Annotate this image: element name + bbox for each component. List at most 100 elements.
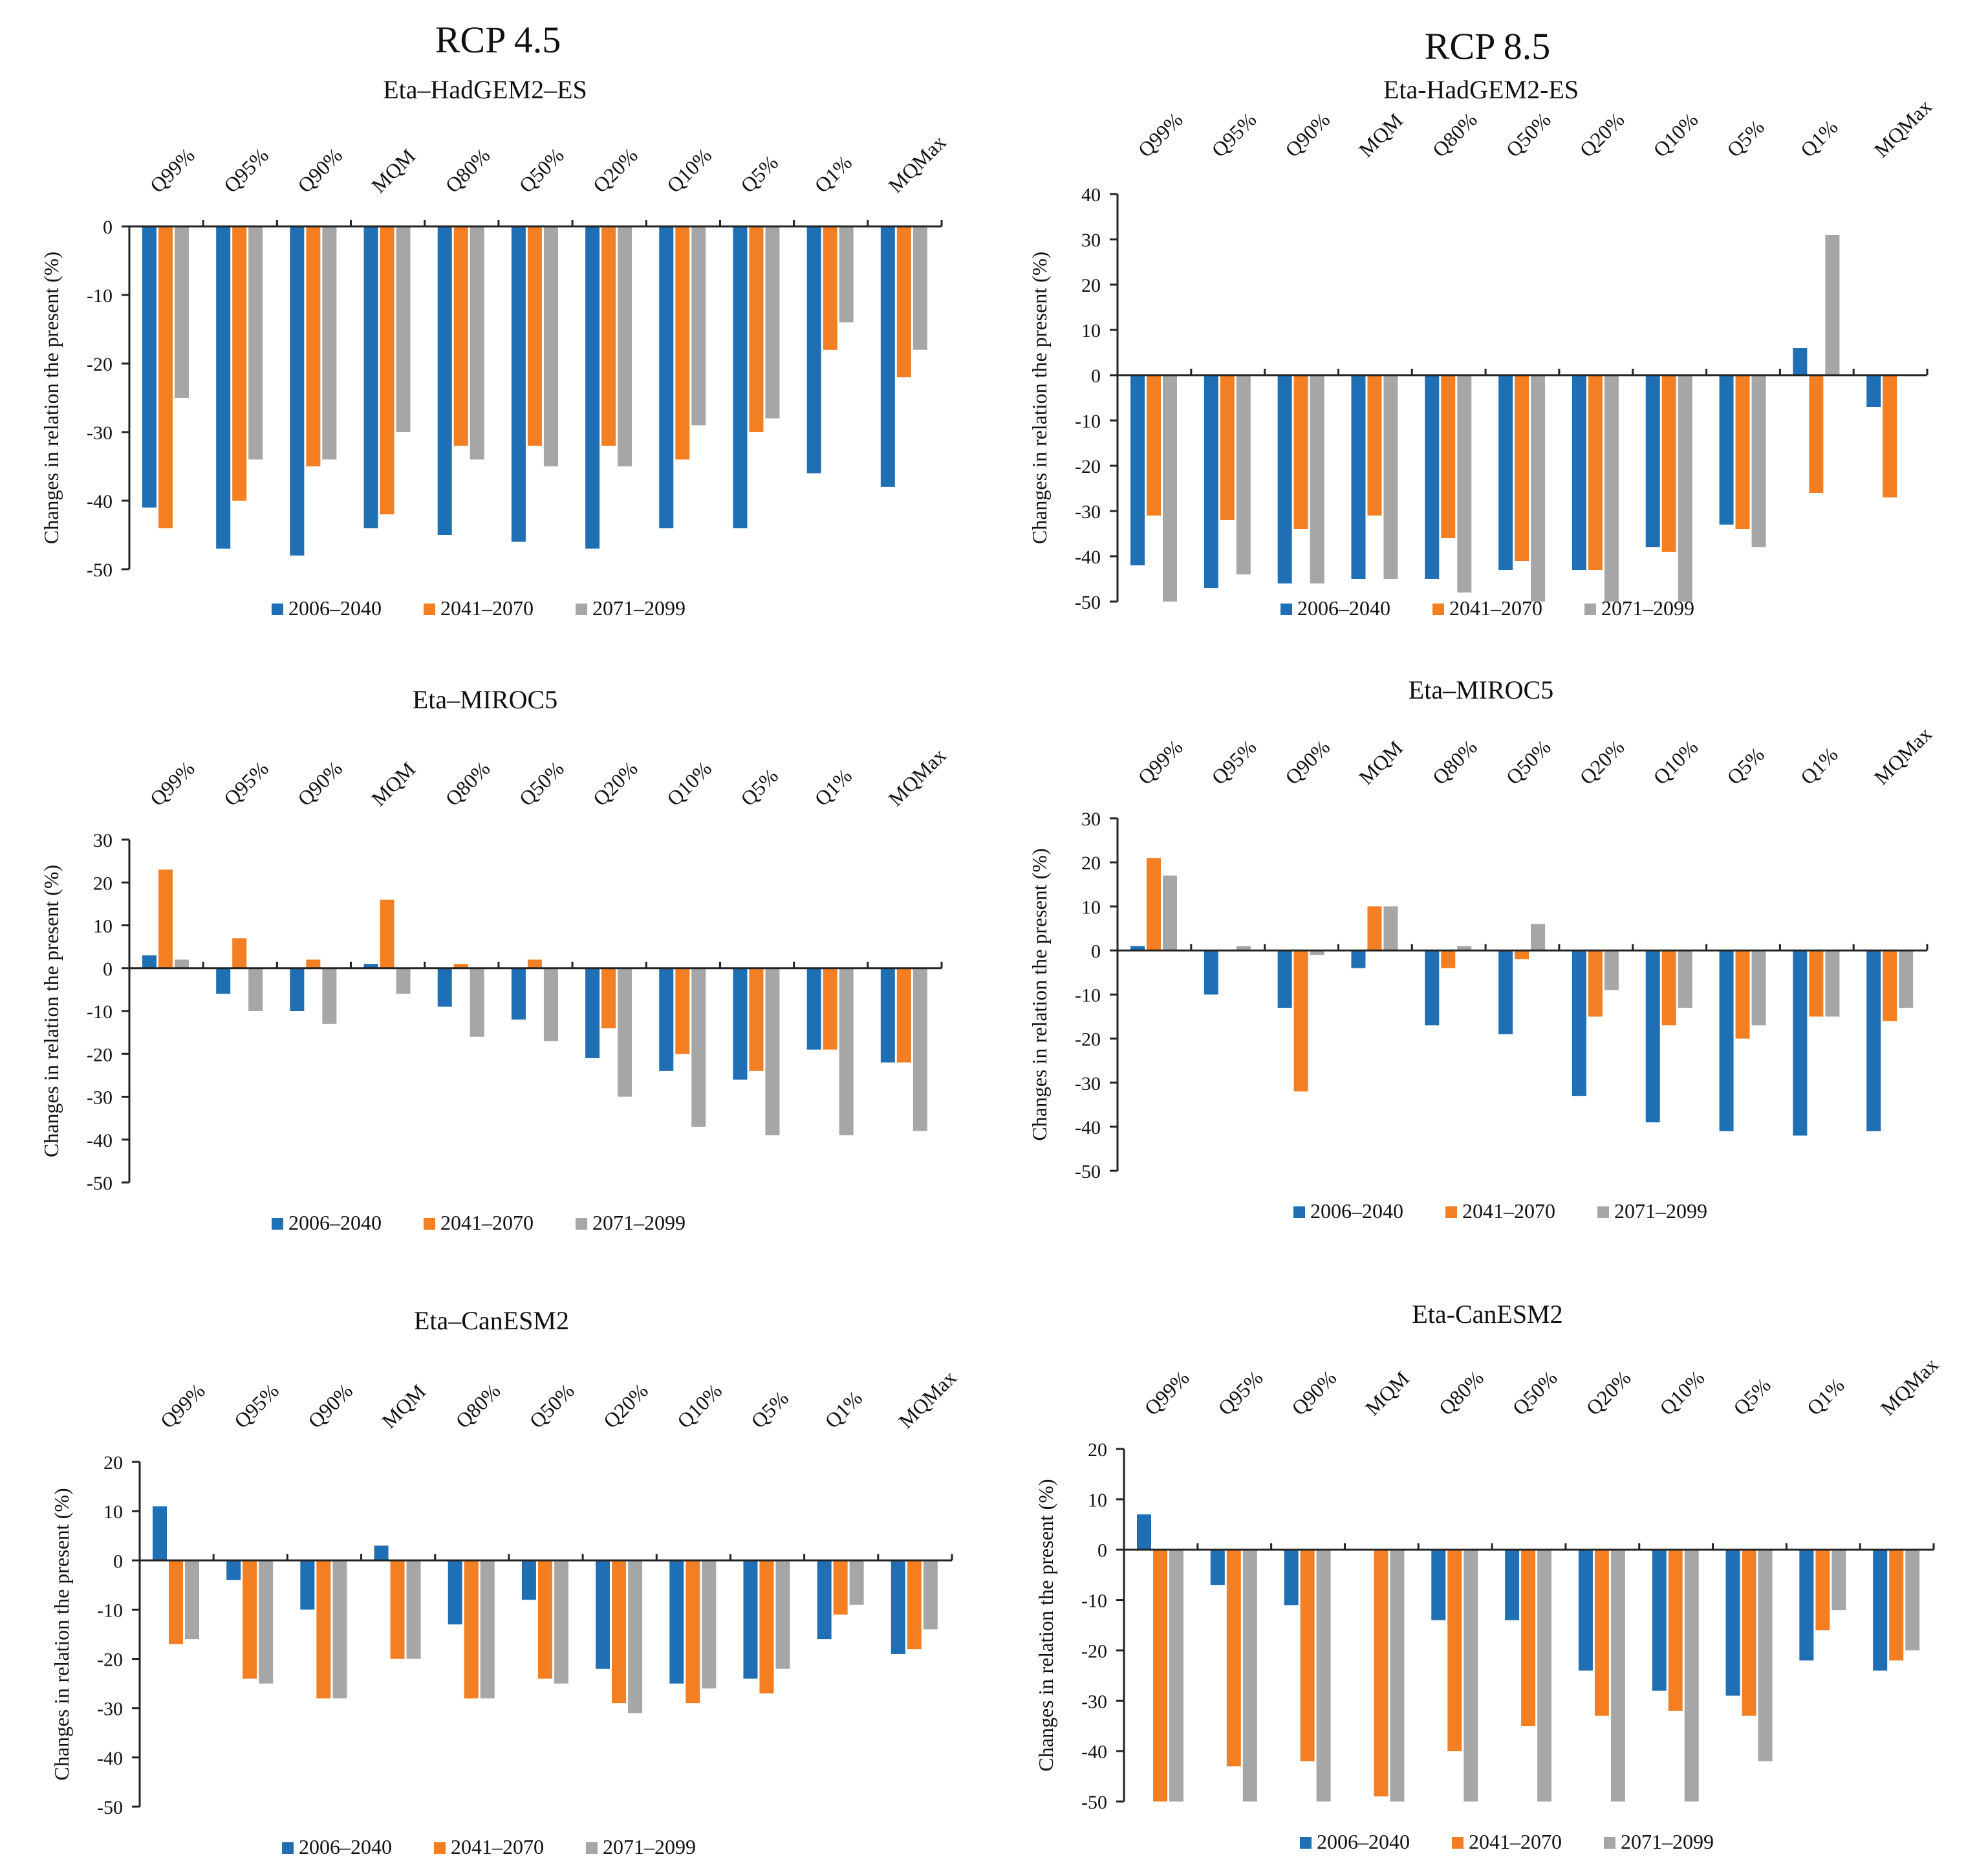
bar-mqm-series-3 bbox=[1383, 906, 1398, 951]
bar-q5pct-series-3 bbox=[1751, 375, 1766, 547]
bar-mqm-series-2 bbox=[1367, 906, 1382, 951]
y-tick-label: -10 bbox=[97, 1600, 123, 1621]
bar-q10pct-series-2 bbox=[1668, 1549, 1683, 1711]
bar-q90pct-series-1 bbox=[1277, 950, 1292, 1008]
bar-q5pct-series-1 bbox=[1725, 1549, 1740, 1696]
y-tick-label: 0 bbox=[103, 959, 113, 980]
bar-q50pct-series-3 bbox=[1531, 924, 1546, 951]
y-tick-label: 10 bbox=[1088, 1490, 1107, 1511]
bar-q10pct-series-1 bbox=[1652, 1549, 1667, 1691]
bar-q99pct-series-1 bbox=[142, 955, 157, 968]
y-tick-label: 30 bbox=[93, 830, 113, 851]
bar-q90pct-series-3 bbox=[332, 1560, 347, 1699]
category-label: Q50% bbox=[1501, 108, 1555, 162]
legend-label-1: 2006–2040 bbox=[288, 1211, 382, 1234]
legend-label-2: 2041–2070 bbox=[440, 596, 534, 620]
chart-title: Eta–MIROC5 bbox=[413, 685, 557, 714]
legend-label-1: 2006–2040 bbox=[299, 1835, 392, 1858]
y-tick-label: 20 bbox=[1081, 853, 1101, 874]
legend-swatch-3 bbox=[576, 1218, 587, 1230]
legend-swatch-1 bbox=[1300, 1837, 1312, 1849]
y-tick-label: -10 bbox=[1075, 985, 1101, 1007]
bar-mqm-series-3 bbox=[1383, 375, 1398, 579]
legend-label-2: 2041–2070 bbox=[451, 1835, 544, 1858]
y-tick-label: 0 bbox=[113, 1551, 123, 1572]
bar-mqm-series-2 bbox=[390, 1560, 405, 1659]
bar-q50pct-series-3 bbox=[554, 1560, 568, 1684]
legend: 2006–2040 2041–2070 2071–2099 bbox=[1280, 596, 1694, 620]
legend-label-2: 2041–2070 bbox=[1449, 596, 1542, 620]
legend-swatch-3 bbox=[586, 1842, 598, 1854]
bar-q95pct-series-3 bbox=[1242, 1549, 1257, 1801]
category-label: Q99% bbox=[156, 1379, 210, 1433]
legend-label-3: 2071–2099 bbox=[603, 1835, 696, 1858]
category-label: Q95% bbox=[219, 144, 273, 197]
chart-rcp45-canesm2: Eta–CanESM2 20 10 0 -10 -20 -30 -40 -50 Changes i… bbox=[50, 1306, 961, 1858]
bar-mqmax-series-2 bbox=[1883, 950, 1897, 1021]
y-tick-label: 0 bbox=[1097, 1540, 1107, 1562]
y-tick-label: -50 bbox=[1075, 1161, 1101, 1182]
category-label: Q80% bbox=[1434, 1366, 1488, 1420]
legend-label-3: 2071–2099 bbox=[1601, 596, 1694, 620]
bar-q1pct-series-1 bbox=[806, 226, 821, 473]
bar-q50pct-series-2 bbox=[527, 959, 542, 968]
y-axis-title: Changes in relation the present (%) bbox=[1034, 1479, 1057, 1771]
bar-q90pct-series-2 bbox=[306, 226, 321, 466]
bar-q80pct-series-3 bbox=[1464, 1549, 1478, 1801]
legend-swatch-1 bbox=[272, 604, 283, 615]
legend-label-3: 2071–2099 bbox=[1614, 1199, 1707, 1223]
bar-q50pct-series-3 bbox=[543, 968, 558, 1041]
bar-q90pct-series-3 bbox=[1310, 950, 1324, 955]
bar-q1pct-series-3 bbox=[1825, 950, 1840, 1017]
category-label: MQM bbox=[1354, 736, 1407, 789]
bar-q10pct-series-1 bbox=[1645, 375, 1660, 547]
legend-label-1: 2006–2040 bbox=[1297, 596, 1390, 620]
y-tick-label: -10 bbox=[1081, 1591, 1107, 1612]
category-label: Q1% bbox=[810, 151, 856, 197]
y-axis-title: Changes in relation the present (%) bbox=[39, 252, 63, 544]
category-label: Q5% bbox=[1729, 1373, 1775, 1420]
bar-q20pct-series-1 bbox=[1572, 950, 1586, 1096]
bar-q90pct-series-3 bbox=[322, 968, 337, 1024]
bar-q80pct-series-1 bbox=[437, 226, 452, 535]
bar-q99pct-series-1 bbox=[1130, 946, 1145, 951]
bar-mqm-series-1 bbox=[1351, 950, 1366, 968]
bar-q99pct-series-3 bbox=[175, 226, 189, 398]
bar-q10pct-series-2 bbox=[1661, 375, 1676, 552]
legend-swatch-2 bbox=[424, 1218, 435, 1230]
bar-mqmax-series-3 bbox=[913, 968, 927, 1131]
bar-mqmax-series-2 bbox=[896, 968, 911, 1063]
bar-q1pct-series-3 bbox=[839, 226, 854, 323]
legend: 2006–2040 2041–2070 2071–2099 bbox=[272, 596, 686, 620]
chart-rcp85-canesm2: Eta-CanESM2 20 10 0 -10 -20 -30 -40 -50 Changes i… bbox=[1034, 1300, 1943, 1853]
bar-q10pct-series-2 bbox=[675, 226, 690, 460]
bar-mqm-series-3 bbox=[396, 226, 411, 432]
bar-q95pct-series-3 bbox=[1236, 375, 1251, 574]
category-label: MQM bbox=[367, 757, 420, 811]
bar-q10pct-series-1 bbox=[669, 1560, 684, 1684]
category-label: Q90% bbox=[1280, 735, 1334, 789]
chart-title: Eta–CanESM2 bbox=[414, 1306, 569, 1335]
legend-swatch-1 bbox=[282, 1842, 294, 1854]
bar-q20pct-series-3 bbox=[1604, 375, 1619, 602]
bar-q1pct-series-2 bbox=[1809, 950, 1824, 1017]
bar-mqm-series-2 bbox=[1367, 375, 1382, 516]
y-tick-label: -40 bbox=[1075, 547, 1101, 568]
category-label: Q1% bbox=[1796, 115, 1842, 162]
bar-q50pct-series-3 bbox=[1537, 1549, 1552, 1801]
bar-mqmax-series-2 bbox=[1889, 1549, 1904, 1660]
legend-label-2: 2041–2070 bbox=[1469, 1830, 1562, 1853]
bar-q80pct-series-3 bbox=[1457, 946, 1472, 951]
bar-q1pct-series-2 bbox=[823, 968, 837, 1050]
bar-q99pct-series-2 bbox=[1147, 858, 1161, 951]
y-tick-label: -10 bbox=[1075, 411, 1101, 432]
bar-q20pct-series-3 bbox=[1604, 950, 1619, 990]
bar-q99pct-series-2 bbox=[158, 869, 173, 968]
y-tick-label: 0 bbox=[1091, 941, 1101, 962]
category-label: MQM bbox=[367, 144, 420, 197]
bar-q99pct-series-1 bbox=[142, 226, 157, 508]
y-tick-label: -30 bbox=[1081, 1691, 1107, 1712]
legend: 2006–2040 2041–2070 2071–2099 bbox=[282, 1835, 696, 1858]
bar-mqm-series-3 bbox=[1390, 1549, 1405, 1801]
bar-q5pct-series-1 bbox=[733, 226, 748, 528]
